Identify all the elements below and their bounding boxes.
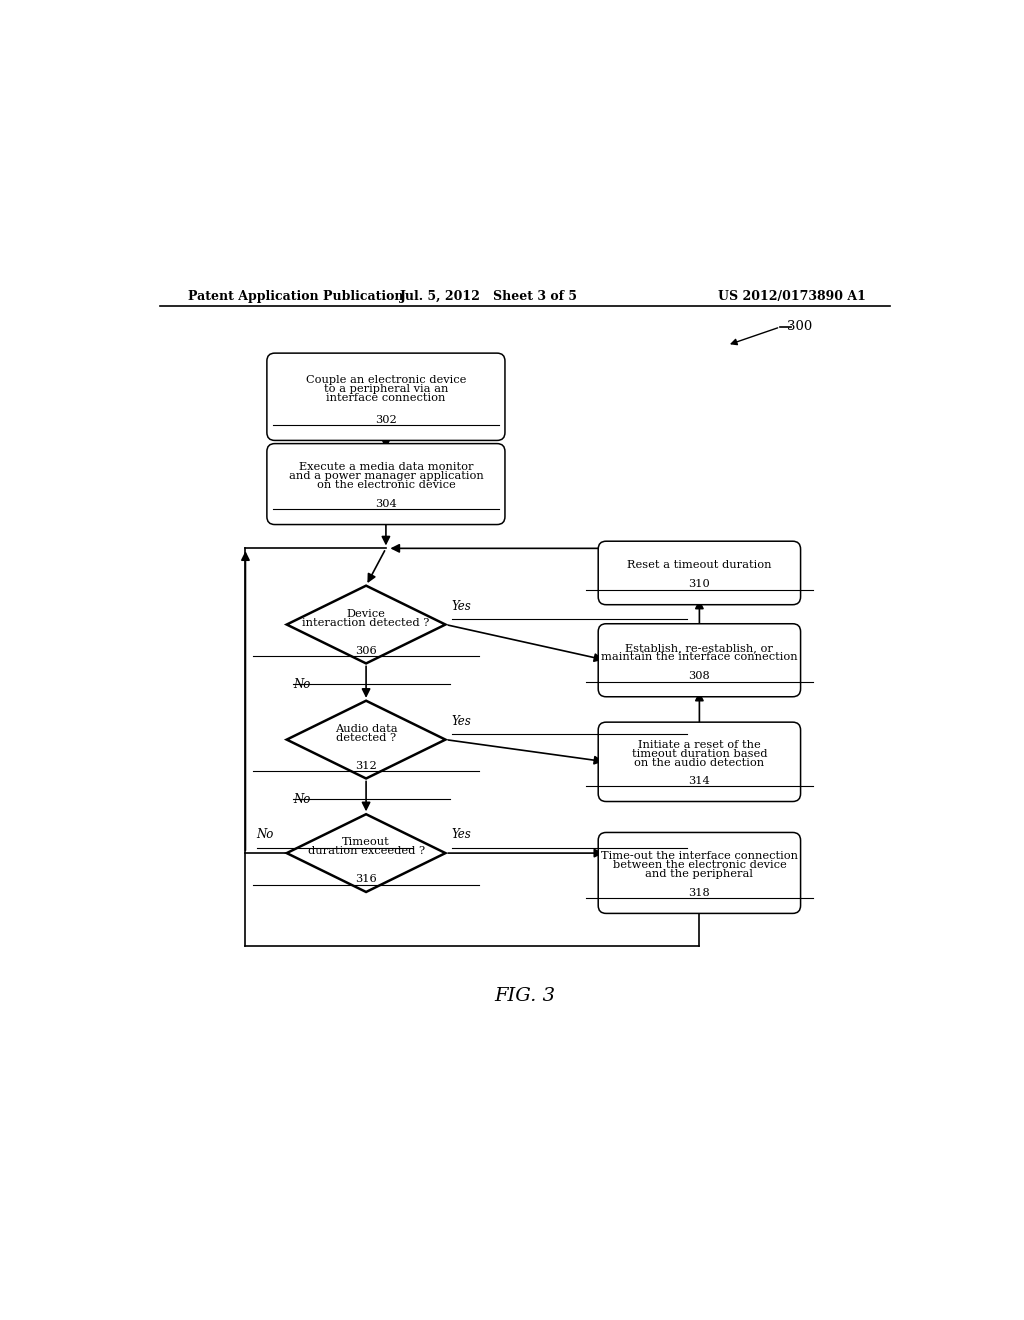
Polygon shape	[287, 814, 445, 892]
Text: Reset a timeout duration: Reset a timeout duration	[627, 560, 772, 570]
Text: 300: 300	[786, 321, 812, 334]
Text: 316: 316	[355, 874, 377, 884]
Text: Time-out the interface connection: Time-out the interface connection	[601, 851, 798, 861]
Text: 304: 304	[375, 499, 396, 510]
Text: Patent Application Publication: Patent Application Publication	[187, 290, 403, 304]
Text: US 2012/0173890 A1: US 2012/0173890 A1	[718, 290, 866, 304]
Text: Timeout: Timeout	[342, 837, 390, 847]
Text: 314: 314	[688, 776, 711, 785]
Text: Yes: Yes	[452, 714, 471, 727]
FancyBboxPatch shape	[267, 444, 505, 524]
Text: between the electronic device: between the electronic device	[612, 861, 786, 870]
Text: timeout duration based: timeout duration based	[632, 748, 767, 759]
Text: on the electronic device: on the electronic device	[316, 480, 456, 490]
FancyBboxPatch shape	[598, 833, 801, 913]
Text: detected ?: detected ?	[336, 733, 396, 743]
Text: to a peripheral via an: to a peripheral via an	[324, 384, 449, 393]
Text: 318: 318	[688, 888, 711, 898]
Polygon shape	[287, 701, 445, 779]
Text: 310: 310	[688, 579, 711, 589]
Text: FIG. 3: FIG. 3	[495, 987, 555, 1005]
Text: Execute a media data monitor: Execute a media data monitor	[299, 462, 473, 473]
Text: and the peripheral: and the peripheral	[645, 869, 754, 879]
FancyBboxPatch shape	[267, 354, 505, 441]
Text: Establish, re-establish, or: Establish, re-establish, or	[626, 643, 773, 653]
Text: on the audio detection: on the audio detection	[634, 758, 765, 768]
Text: 312: 312	[355, 760, 377, 771]
Text: Initiate a reset of the: Initiate a reset of the	[638, 739, 761, 750]
Text: 306: 306	[355, 645, 377, 656]
Text: Yes: Yes	[452, 828, 471, 841]
Text: Device: Device	[347, 609, 385, 619]
Text: duration exceeded ?: duration exceeded ?	[307, 846, 425, 857]
Text: Yes: Yes	[452, 599, 471, 612]
Text: 308: 308	[688, 671, 711, 681]
FancyBboxPatch shape	[598, 722, 801, 801]
Text: No: No	[293, 677, 310, 690]
Text: maintain the interface connection: maintain the interface connection	[601, 652, 798, 661]
Text: Audio data: Audio data	[335, 723, 397, 734]
Text: Couple an electronic device: Couple an electronic device	[306, 375, 466, 384]
Text: No: No	[257, 828, 274, 841]
Text: and a power manager application: and a power manager application	[289, 471, 483, 480]
Polygon shape	[287, 586, 445, 664]
FancyBboxPatch shape	[598, 624, 801, 697]
Text: No: No	[293, 793, 310, 805]
FancyBboxPatch shape	[598, 541, 801, 605]
Text: interface connection: interface connection	[327, 393, 445, 403]
Text: interaction detected ?: interaction detected ?	[302, 618, 430, 628]
Text: 302: 302	[375, 414, 396, 425]
Text: Jul. 5, 2012   Sheet 3 of 5: Jul. 5, 2012 Sheet 3 of 5	[400, 290, 579, 304]
